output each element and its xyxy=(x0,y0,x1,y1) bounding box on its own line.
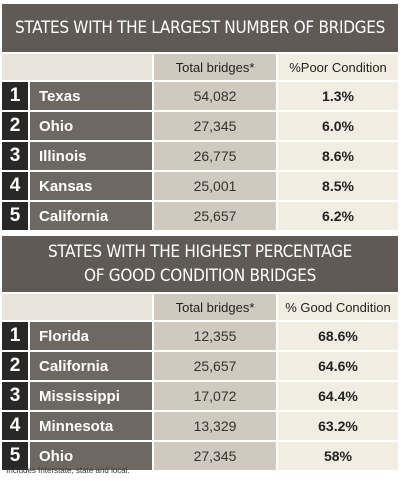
header-total-bridges: Total bridges* xyxy=(152,294,276,320)
rank-cell: 2 xyxy=(2,352,28,380)
header-blank-cell xyxy=(2,54,152,80)
table-row: 1 Florida 12,355 68.6% xyxy=(2,320,398,350)
rank-cell: 5 xyxy=(2,202,28,230)
percent-cell: 1.3% xyxy=(276,82,398,110)
header-total-bridges: Total bridges* xyxy=(152,54,276,80)
rank-cell: 4 xyxy=(2,412,28,440)
total-bridges-cell: 25,657 xyxy=(152,202,276,230)
header-blank-cell xyxy=(2,294,152,320)
percent-cell: 6.0% xyxy=(276,112,398,140)
state-cell: Florida xyxy=(28,322,152,350)
rank-cell: 1 xyxy=(2,322,28,350)
total-bridges-cell: 54,082 xyxy=(152,82,276,110)
rank-cell: 2 xyxy=(2,112,28,140)
table-row: 2 Ohio 27,345 6.0% xyxy=(2,110,398,140)
table-row: 1 Texas 54,082 1.3% xyxy=(2,80,398,110)
header-percent-good: % Good Condition xyxy=(276,294,398,320)
table-title-line-1: STATES WITH THE HIGHEST PERCENTAGE xyxy=(47,242,352,262)
total-bridges-cell: 17,072 xyxy=(152,382,276,410)
percent-cell: 64.4% xyxy=(276,382,398,410)
state-cell: California xyxy=(28,352,152,380)
total-bridges-cell: 27,345 xyxy=(152,442,276,470)
table-row: 3 Mississippi 17,072 64.4% xyxy=(2,380,398,410)
table-row: 5 Ohio 27,345 58% xyxy=(2,440,398,470)
state-cell: Kansas xyxy=(28,172,152,200)
header-percent-poor: %Poor Condition xyxy=(276,54,398,80)
state-cell: Ohio xyxy=(28,112,152,140)
state-cell: Illinois xyxy=(28,142,152,170)
total-bridges-cell: 13,329 xyxy=(152,412,276,440)
percent-cell: 64.6% xyxy=(276,352,398,380)
state-cell: Mississippi xyxy=(28,382,152,410)
state-cell: California xyxy=(28,202,152,230)
footnote: *Includes Interstate, state and local. xyxy=(3,466,130,475)
total-bridges-cell: 27,345 xyxy=(152,112,276,140)
table-row: 3 Illinois 26,775 8.6% xyxy=(2,140,398,170)
table-row: 4 Minnesota 13,329 63.2% xyxy=(2,410,398,440)
percent-cell: 8.6% xyxy=(276,142,398,170)
rank-cell: 5 xyxy=(2,442,28,470)
total-bridges-cell: 25,657 xyxy=(152,352,276,380)
percent-cell: 58% xyxy=(276,442,398,470)
table-header-row: Total bridges* % Good Condition xyxy=(2,292,398,320)
total-bridges-cell: 25,001 xyxy=(152,172,276,200)
state-cell: Ohio xyxy=(28,442,152,470)
rank-cell: 3 xyxy=(2,142,28,170)
total-bridges-cell: 26,775 xyxy=(152,142,276,170)
rank-cell: 3 xyxy=(2,382,28,410)
table-title-text: STATES WITH THE LARGEST NUMBER OF BRIDGE… xyxy=(14,18,386,38)
rank-cell: 1 xyxy=(2,82,28,110)
table-row: 5 California 25,657 6.2% xyxy=(2,200,398,230)
table-row: 4 Kansas 25,001 8.5% xyxy=(2,170,398,200)
good-condition-table: STATES WITH THE HIGHEST PERCENTAGE OF GO… xyxy=(2,236,398,470)
percent-cell: 6.2% xyxy=(276,202,398,230)
state-cell: Texas xyxy=(28,82,152,110)
table-title: STATES WITH THE HIGHEST PERCENTAGE OF GO… xyxy=(2,236,398,292)
table-row: 2 California 25,657 64.6% xyxy=(2,350,398,380)
table-title: STATES WITH THE LARGEST NUMBER OF BRIDGE… xyxy=(2,4,398,52)
state-cell: Minnesota xyxy=(28,412,152,440)
percent-cell: 63.2% xyxy=(276,412,398,440)
table-title-line-2: OF GOOD CONDITION BRIDGES xyxy=(83,266,316,286)
total-bridges-cell: 12,355 xyxy=(152,322,276,350)
table-header-row: Total bridges* %Poor Condition xyxy=(2,52,398,80)
largest-bridges-table: STATES WITH THE LARGEST NUMBER OF BRIDGE… xyxy=(2,4,398,230)
rank-cell: 4 xyxy=(2,172,28,200)
percent-cell: 8.5% xyxy=(276,172,398,200)
percent-cell: 68.6% xyxy=(276,322,398,350)
